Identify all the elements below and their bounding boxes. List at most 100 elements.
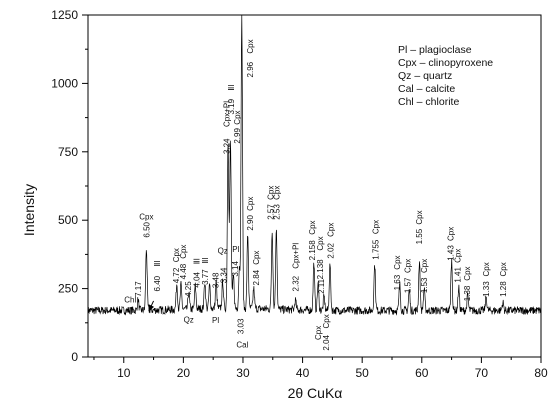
peak-label: Qz xyxy=(184,316,194,325)
peak-label: 2.11 xyxy=(317,278,326,294)
peak-label: Cpx xyxy=(252,251,261,265)
peak-label: 3.34 xyxy=(219,267,228,283)
peak-label: 2.99 xyxy=(233,128,242,144)
peak-arrow-head xyxy=(148,304,155,311)
peak-label: 6.40 xyxy=(153,275,162,291)
peak-label: Chl xyxy=(124,296,136,305)
peak-label: Cpx xyxy=(172,248,181,262)
peak-label: Cpx+Pl xyxy=(291,243,300,269)
peak-label: 3.48 xyxy=(212,272,221,288)
peak-annotations: Chl7.17Cpx6.50ⅡI6.404.72Cpx4.48Cpx4.25Qz… xyxy=(124,39,508,350)
peak-label: 1.28 xyxy=(499,281,508,297)
peak-label: Cpx+Pl xyxy=(222,101,231,127)
peak-label: 1.43 xyxy=(446,245,455,261)
peak-label: Qz xyxy=(218,246,228,255)
peak-label: 2.158 xyxy=(308,240,317,261)
x-tick-label: 50 xyxy=(356,366,370,380)
peak-label: 2.96 xyxy=(246,61,255,77)
peak-label: Cal xyxy=(236,341,248,350)
x-axis-label: 2θ CuKα xyxy=(288,385,343,401)
diffraction-line xyxy=(87,14,542,316)
y-tick-label: 500 xyxy=(58,213,78,227)
legend-entry: Pl – plagioclase xyxy=(398,44,472,56)
peak-label: Cpx xyxy=(246,197,255,211)
peak-label: 4.72 xyxy=(172,267,181,283)
plot-area xyxy=(87,14,542,316)
peak-label: 4.04 xyxy=(193,271,202,287)
peak-label: 3.77 xyxy=(201,269,210,285)
peak-label: ⅡI xyxy=(153,260,162,266)
peak-label: 1.755 xyxy=(371,239,380,260)
x-tick-label: 80 xyxy=(534,366,548,380)
peak-label: Cpx xyxy=(463,266,472,280)
peak-label: Cpx xyxy=(454,249,463,263)
peak-label: 2.32 xyxy=(291,275,300,291)
x-tick-label: 40 xyxy=(296,366,310,380)
peak-label: Cpx xyxy=(179,245,188,259)
peak-label: ⅡI xyxy=(193,258,202,264)
peak-label: Cpx xyxy=(404,259,413,273)
peak-label: 2.57 xyxy=(266,204,275,220)
peak-label: 7.17 xyxy=(134,281,143,297)
peak-label: 1.41 xyxy=(454,267,463,283)
peak-label: 3.14 xyxy=(231,261,240,277)
peak-label: ⅡI xyxy=(227,84,236,90)
peak-label: 1.55 xyxy=(415,228,424,244)
peak-label: Cpx xyxy=(482,262,491,276)
peak-label: ⅡI xyxy=(201,257,210,263)
legend-entry: Qz – quartz xyxy=(398,70,452,82)
peak-label: Cpx xyxy=(415,210,424,224)
axes: 10 20 30 40 50 60 70 80 0 250 500 750 1000 1250 xyxy=(51,8,548,380)
peak-label: Cpx xyxy=(308,220,317,234)
peak-label: Cpx xyxy=(272,186,281,200)
peak-label: 2.90 xyxy=(246,215,255,231)
x-tick-label: 70 xyxy=(475,366,489,380)
peak-label: 1.33 xyxy=(482,281,491,297)
peak-label: 3.03 xyxy=(237,318,246,334)
legend-entry: Chl – chlorite xyxy=(398,96,459,108)
y-tick-label: 0 xyxy=(71,350,78,364)
x-tick-label: 30 xyxy=(236,366,250,380)
peak-label: 2.02 xyxy=(327,242,336,258)
y-tick-label: 1250 xyxy=(51,8,78,22)
y-tick-label: 250 xyxy=(58,282,78,296)
peak-label: Pl xyxy=(232,245,239,254)
peak-label: 1.63 xyxy=(393,274,402,290)
peak-label: Pl xyxy=(212,316,219,325)
peak-label: 2.04 xyxy=(322,334,331,350)
peak-label: Cpx xyxy=(266,186,275,200)
x-tick-label: 20 xyxy=(177,366,191,380)
peak-label: 2.138 xyxy=(316,259,325,280)
peak-label: 2.84 xyxy=(252,269,261,285)
peak-label: Cpx xyxy=(316,236,325,250)
peak-label: Cpx xyxy=(327,223,336,237)
y-tick-label: 1000 xyxy=(51,76,78,90)
peak-label: 1.53 xyxy=(420,277,429,293)
peak-label: Cpx xyxy=(246,39,255,53)
peak-label: Cpx xyxy=(322,314,331,328)
y-axis-label: Intensity xyxy=(21,184,37,236)
peak-label: 3.24 xyxy=(222,138,231,154)
peak-label: 2.53 xyxy=(272,204,281,220)
legend-entry: Cpx – clinopyroxene xyxy=(398,57,493,69)
peak-label: Cpx xyxy=(314,326,323,340)
peak-label: 4.48 xyxy=(179,263,188,279)
peak-label: 1.38 xyxy=(463,285,472,301)
peak-label: 1.57 xyxy=(404,277,413,293)
y-tick-label: 750 xyxy=(58,145,78,159)
peak-label: 6.50 xyxy=(142,221,151,237)
peak-label: Cpx xyxy=(446,227,455,241)
peak-label: Cpx xyxy=(233,110,242,124)
peak-label: Cpx xyxy=(499,262,508,276)
peak-label: 3.19 xyxy=(227,98,236,114)
x-tick-label: 10 xyxy=(117,366,131,380)
peak-label: 4.25 xyxy=(184,281,193,297)
peak-label: Cpx xyxy=(371,220,380,234)
peak-label: Cpx xyxy=(139,213,153,222)
legend-entry: Cal – calcite xyxy=(398,83,455,95)
peak-label: Cpx xyxy=(393,255,402,269)
peak-label: Cpx xyxy=(420,259,429,273)
